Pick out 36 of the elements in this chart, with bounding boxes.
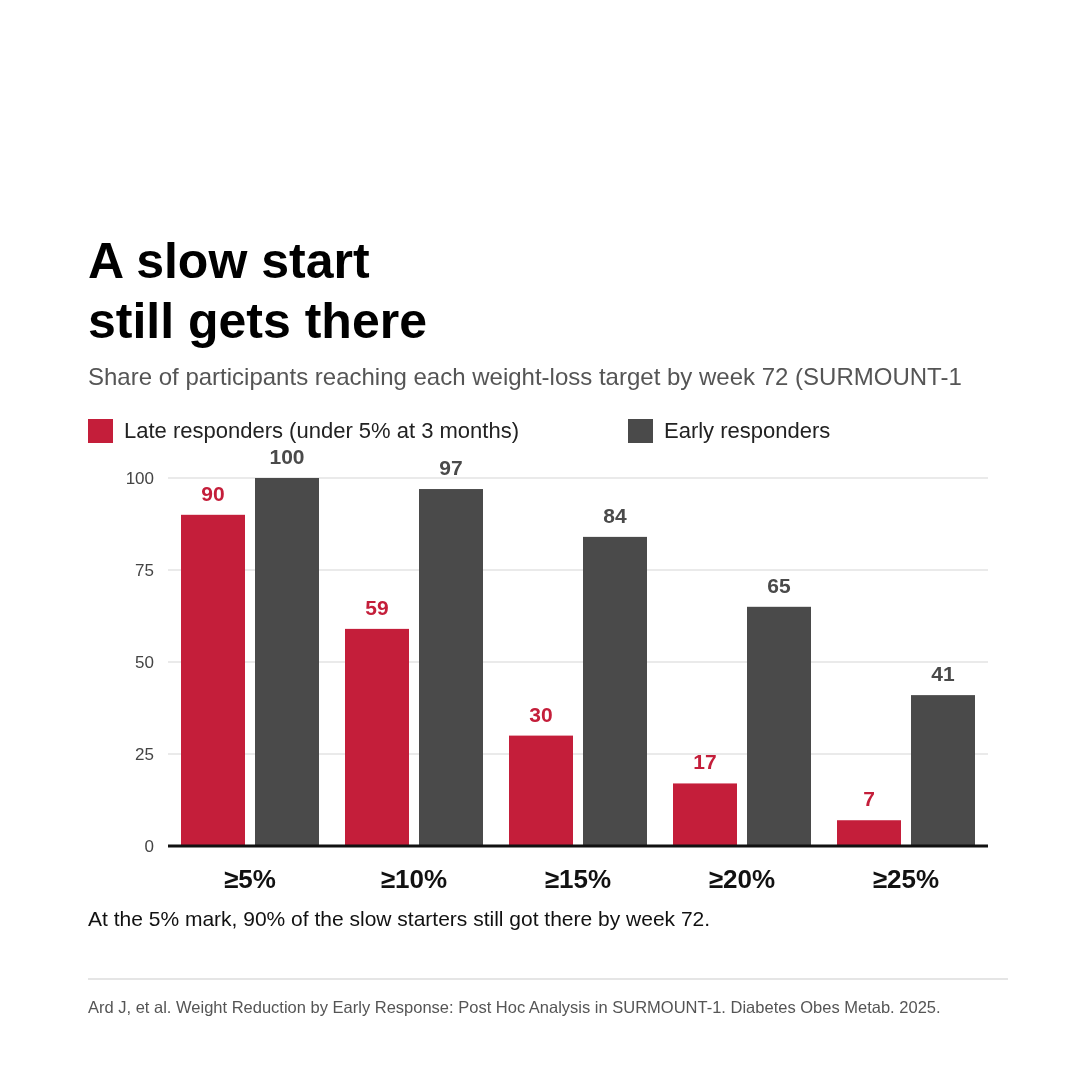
bar [345, 628, 409, 846]
x-tick-label: ≥10% [380, 864, 448, 894]
data-label: 17 [693, 750, 717, 774]
bar [911, 695, 975, 846]
data-label: 97 [439, 456, 463, 480]
bar [583, 536, 647, 846]
data-label: 59 [365, 595, 389, 619]
text: Ard J, et al. Weight Reduction by Early Response: Post Hoc Analysis in SURMOUNT-1. Diabetes Obes Metab. 2025. [88, 998, 941, 1016]
data-label: 30 [529, 702, 553, 726]
data-label: 7 [863, 787, 875, 811]
data-label: 65 [767, 573, 791, 597]
bar [509, 735, 573, 846]
data-label: 84 [603, 503, 627, 527]
x-tick-label: ≥20% [708, 864, 776, 894]
y-tick-label: 25 [135, 745, 154, 764]
x-tick-label: ≥5% [224, 864, 276, 894]
bar [747, 606, 811, 846]
y-tick-label: 50 [135, 653, 154, 672]
y-tick-label: 100 [125, 469, 154, 488]
x-tick-label: ≥25% [872, 864, 940, 894]
bar [837, 820, 901, 846]
x-tick-label: ≥15% [544, 864, 612, 894]
text: At the 5% mark, 90% of the slow starters still got there by week 72. [88, 907, 711, 930]
chart-title: A slow start still gets there [88, 233, 427, 349]
data-label: 100 [269, 445, 305, 468]
bar [419, 489, 483, 846]
legend-label: Early responders [664, 418, 831, 443]
data-label: 41 [931, 662, 955, 686]
y-tick-label: 0 [144, 837, 154, 856]
bar [181, 514, 245, 846]
y-tick-label: 75 [135, 561, 154, 580]
data-label: 90 [201, 481, 225, 505]
bar [673, 783, 737, 846]
chart-subtitle: Share of participants reaching each weight-loss target by week 72 (SURMOUNT-1 [88, 363, 962, 390]
legend-label: Late responders (under 5% at 3 months) [124, 418, 520, 443]
bar [255, 478, 319, 846]
